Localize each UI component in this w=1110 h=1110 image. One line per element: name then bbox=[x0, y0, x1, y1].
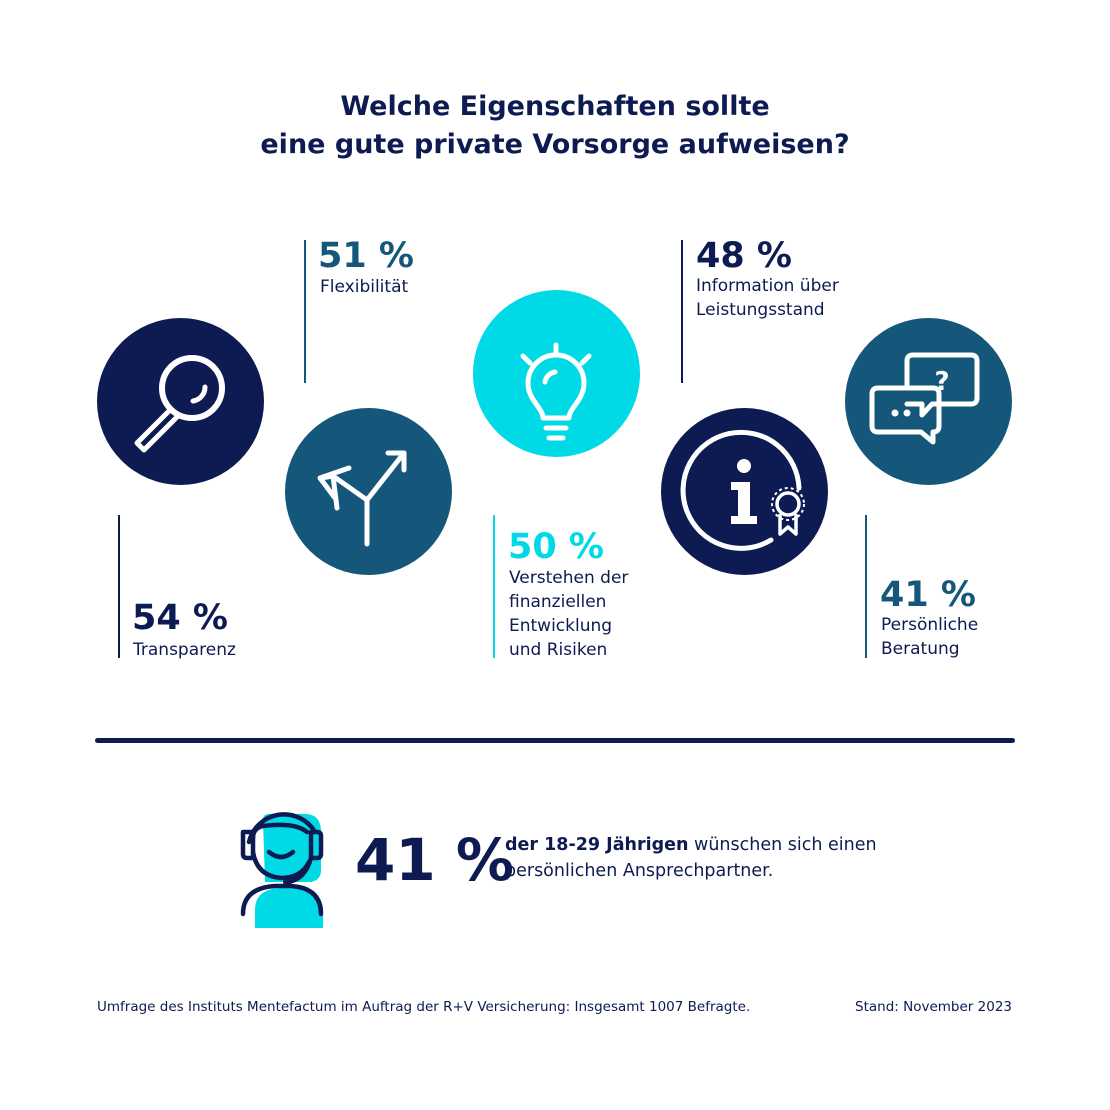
title-line-2: eine gute private Vorsorge aufweisen? bbox=[260, 129, 850, 160]
understanding-label-line-4: und Risiken bbox=[509, 640, 608, 660]
highlight-text: der 18-29 Jährigen wünschen sich einen p… bbox=[505, 832, 877, 884]
consulting-label: Persönliche Beratung bbox=[881, 613, 978, 661]
consulting-line bbox=[865, 515, 867, 658]
consulting-circle: ? bbox=[845, 318, 1012, 485]
footer-date: Stand: November 2023 bbox=[855, 999, 1012, 1015]
information-label-line-2: Leistungsstand bbox=[696, 300, 825, 320]
highlight-percent: 41 % bbox=[355, 826, 515, 894]
split-arrows-icon bbox=[317, 450, 407, 547]
understanding-label-line-2: finanziellen bbox=[509, 592, 607, 612]
information-label-line-1: Information über bbox=[696, 276, 839, 296]
understanding-label-line-1: Verstehen der bbox=[509, 568, 629, 588]
information-label: Information über Leistungsstand bbox=[696, 274, 839, 322]
information-circle bbox=[661, 408, 828, 575]
information-line bbox=[681, 240, 683, 383]
understanding-label-line-3: Entwicklung bbox=[509, 616, 613, 636]
understanding-line bbox=[493, 515, 495, 658]
consulting-label-line-2: Beratung bbox=[881, 639, 960, 659]
flexibility-percent: 51 % bbox=[318, 236, 414, 276]
section-divider bbox=[95, 738, 1015, 743]
title-line-1: Welche Eigenschaften sollte bbox=[340, 91, 770, 122]
consulting-label-line-1: Persönliche bbox=[881, 615, 979, 635]
consulting-percent: 41 % bbox=[880, 575, 976, 615]
understanding-percent: 50 % bbox=[508, 527, 604, 567]
highlight-bold: der 18-29 Jährigen bbox=[505, 835, 689, 855]
transparency-label-line: Transparenz bbox=[133, 640, 236, 660]
flexibility-line bbox=[304, 240, 306, 383]
transparency-line bbox=[118, 515, 120, 658]
lightbulb-icon bbox=[520, 342, 592, 441]
transparency-percent: 54 % bbox=[132, 598, 228, 638]
information-percent: 48 % bbox=[696, 236, 792, 276]
highlight-text-line-1: der 18-29 Jährigen wünschen sich einen bbox=[505, 832, 877, 858]
svg-text:?: ? bbox=[934, 367, 949, 397]
footer-source: Umfrage des Instituts Mentefactum im Auf… bbox=[97, 999, 751, 1015]
headset-person-icon bbox=[235, 792, 335, 932]
magnifier-icon bbox=[134, 355, 225, 453]
understanding-circle bbox=[473, 290, 640, 457]
info-badge-icon bbox=[680, 429, 805, 551]
flexibility-label: Flexibilität bbox=[320, 275, 408, 299]
flexibility-circle bbox=[285, 408, 452, 575]
chat-bubbles-icon: ? bbox=[869, 352, 980, 445]
highlight-rest: wünschen sich einen bbox=[688, 835, 877, 855]
understanding-label: Verstehen der finanziellen Entwicklung u… bbox=[509, 566, 628, 662]
page-title: Welche Eigenschaften sollte eine gute pr… bbox=[0, 88, 1110, 164]
flexibility-label-line: Flexibilität bbox=[320, 277, 409, 297]
transparency-label: Transparenz bbox=[133, 638, 236, 662]
highlight-text-line-2: persönlichen Ansprechpartner. bbox=[505, 861, 774, 881]
transparency-circle bbox=[97, 318, 264, 485]
